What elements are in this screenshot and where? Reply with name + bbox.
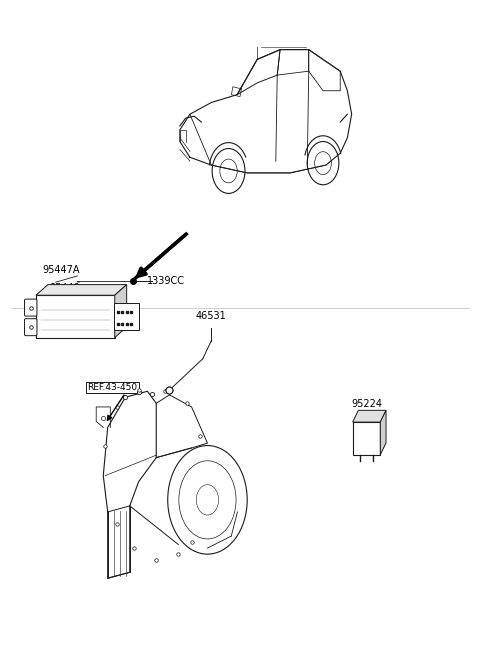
Polygon shape [380, 410, 386, 455]
FancyBboxPatch shape [114, 303, 139, 330]
FancyBboxPatch shape [24, 319, 37, 335]
Text: 95224: 95224 [351, 399, 382, 409]
FancyBboxPatch shape [353, 422, 380, 455]
Text: REF.43-450: REF.43-450 [87, 383, 137, 392]
FancyBboxPatch shape [24, 299, 37, 316]
Text: 46531: 46531 [196, 311, 227, 321]
Polygon shape [115, 285, 127, 337]
Text: 1339CC: 1339CC [147, 276, 185, 286]
Polygon shape [353, 410, 386, 422]
Text: 95447A: 95447A [43, 265, 80, 274]
FancyBboxPatch shape [36, 295, 115, 337]
Text: 95440: 95440 [49, 283, 80, 293]
Polygon shape [36, 285, 127, 295]
